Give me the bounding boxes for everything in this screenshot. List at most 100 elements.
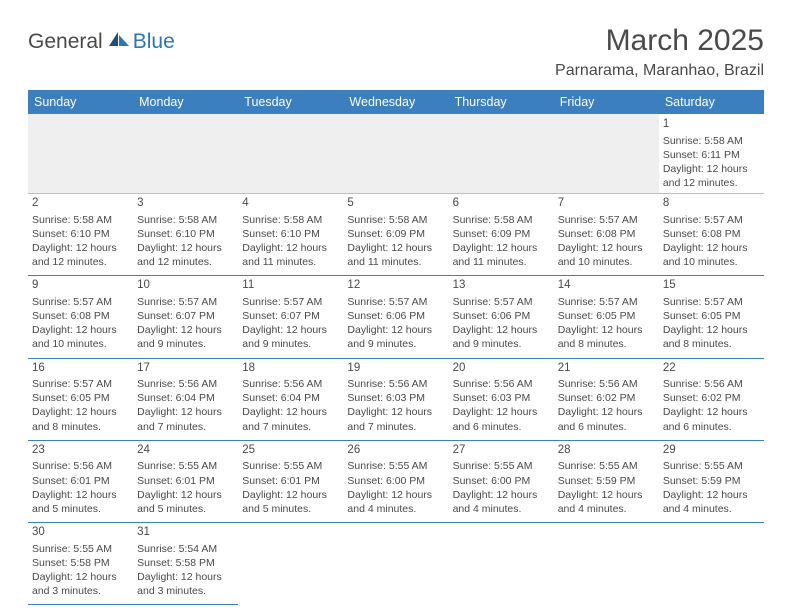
calendar-cell: 4Sunrise: 5:58 AMSunset: 6:10 PMDaylight… xyxy=(238,194,343,276)
sunrise-text: Sunrise: 5:54 AM xyxy=(137,542,234,556)
daylight-text: Daylight: 12 hours and 8 minutes. xyxy=(663,323,760,351)
calendar-cell: 8Sunrise: 5:57 AMSunset: 6:08 PMDaylight… xyxy=(659,194,764,276)
day-number: 31 xyxy=(137,525,234,541)
calendar-cell: 13Sunrise: 5:57 AMSunset: 6:06 PMDayligh… xyxy=(449,276,554,358)
calendar-cell-empty xyxy=(343,523,448,605)
sunrise-text: Sunrise: 5:58 AM xyxy=(137,213,234,227)
calendar-cell: 25Sunrise: 5:55 AMSunset: 6:01 PMDayligh… xyxy=(238,440,343,522)
calendar-cell: 30Sunrise: 5:55 AMSunset: 5:58 PMDayligh… xyxy=(28,523,133,605)
daylight-text: Daylight: 12 hours and 12 minutes. xyxy=(663,162,760,190)
calendar-cell: 16Sunrise: 5:57 AMSunset: 6:05 PMDayligh… xyxy=(28,358,133,440)
sunset-text: Sunset: 6:07 PM xyxy=(137,309,234,323)
sunset-text: Sunset: 6:05 PM xyxy=(558,309,655,323)
sunset-text: Sunset: 6:08 PM xyxy=(558,227,655,241)
daylight-text: Daylight: 12 hours and 11 minutes. xyxy=(347,241,444,269)
day-number: 19 xyxy=(347,361,444,377)
day-number: 8 xyxy=(663,196,760,212)
sunrise-text: Sunrise: 5:55 AM xyxy=(558,459,655,473)
logo-sail-icon xyxy=(107,30,131,48)
calendar-cell-empty xyxy=(238,523,343,605)
day-number: 15 xyxy=(663,278,760,294)
calendar-cell: 5Sunrise: 5:58 AMSunset: 6:09 PMDaylight… xyxy=(343,194,448,276)
day-number: 7 xyxy=(558,196,655,212)
day-number: 26 xyxy=(347,443,444,459)
daylight-text: Daylight: 12 hours and 9 minutes. xyxy=(453,323,550,351)
day-number: 13 xyxy=(453,278,550,294)
calendar-row: 9Sunrise: 5:57 AMSunset: 6:08 PMDaylight… xyxy=(28,276,764,358)
sunset-text: Sunset: 6:02 PM xyxy=(663,391,760,405)
calendar-cell-empty xyxy=(449,114,554,194)
sunrise-text: Sunrise: 5:58 AM xyxy=(32,213,129,227)
calendar-cell: 14Sunrise: 5:57 AMSunset: 6:05 PMDayligh… xyxy=(554,276,659,358)
sunrise-text: Sunrise: 5:56 AM xyxy=(347,377,444,391)
sunset-text: Sunset: 6:01 PM xyxy=(32,474,129,488)
weekday-header: Saturday xyxy=(659,90,764,114)
daylight-text: Daylight: 12 hours and 4 minutes. xyxy=(663,488,760,516)
calendar-cell-empty xyxy=(554,114,659,194)
day-number: 9 xyxy=(32,278,129,294)
sunrise-text: Sunrise: 5:56 AM xyxy=(453,377,550,391)
day-number: 30 xyxy=(32,525,129,541)
sunrise-text: Sunrise: 5:58 AM xyxy=(663,134,760,148)
calendar-cell: 12Sunrise: 5:57 AMSunset: 6:06 PMDayligh… xyxy=(343,276,448,358)
sunrise-text: Sunrise: 5:56 AM xyxy=(32,459,129,473)
calendar-cell: 22Sunrise: 5:56 AMSunset: 6:02 PMDayligh… xyxy=(659,358,764,440)
calendar-cell-empty xyxy=(133,114,238,194)
daylight-text: Daylight: 12 hours and 11 minutes. xyxy=(242,241,339,269)
daylight-text: Daylight: 12 hours and 10 minutes. xyxy=(32,323,129,351)
day-number: 24 xyxy=(137,443,234,459)
sunset-text: Sunset: 6:07 PM xyxy=(242,309,339,323)
daylight-text: Daylight: 12 hours and 11 minutes. xyxy=(453,241,550,269)
sunrise-text: Sunrise: 5:57 AM xyxy=(558,213,655,227)
sunset-text: Sunset: 6:03 PM xyxy=(453,391,550,405)
header: General Blue March 2025 Parnarama, Maran… xyxy=(28,24,764,80)
calendar-cell: 27Sunrise: 5:55 AMSunset: 6:00 PMDayligh… xyxy=(449,440,554,522)
daylight-text: Daylight: 12 hours and 5 minutes. xyxy=(137,488,234,516)
sunset-text: Sunset: 6:09 PM xyxy=(453,227,550,241)
sunset-text: Sunset: 5:58 PM xyxy=(32,556,129,570)
calendar-cell: 26Sunrise: 5:55 AMSunset: 6:00 PMDayligh… xyxy=(343,440,448,522)
calendar-cell: 28Sunrise: 5:55 AMSunset: 5:59 PMDayligh… xyxy=(554,440,659,522)
month-title: March 2025 xyxy=(555,24,764,58)
day-number: 14 xyxy=(558,278,655,294)
sunrise-text: Sunrise: 5:57 AM xyxy=(558,295,655,309)
sunrise-text: Sunrise: 5:55 AM xyxy=(242,459,339,473)
sunrise-text: Sunrise: 5:57 AM xyxy=(663,295,760,309)
day-number: 16 xyxy=(32,361,129,377)
calendar-row: 16Sunrise: 5:57 AMSunset: 6:05 PMDayligh… xyxy=(28,358,764,440)
day-number: 20 xyxy=(453,361,550,377)
day-number: 3 xyxy=(137,196,234,212)
calendar-body: 1Sunrise: 5:58 AMSunset: 6:11 PMDaylight… xyxy=(28,114,764,605)
sunrise-text: Sunrise: 5:57 AM xyxy=(32,295,129,309)
day-number: 21 xyxy=(558,361,655,377)
daylight-text: Daylight: 12 hours and 5 minutes. xyxy=(242,488,339,516)
calendar-cell-empty xyxy=(449,523,554,605)
daylight-text: Daylight: 12 hours and 6 minutes. xyxy=(453,405,550,433)
daylight-text: Daylight: 12 hours and 4 minutes. xyxy=(558,488,655,516)
calendar-cell: 15Sunrise: 5:57 AMSunset: 6:05 PMDayligh… xyxy=(659,276,764,358)
weekday-header: Wednesday xyxy=(343,90,448,114)
day-number: 23 xyxy=(32,443,129,459)
calendar-cell: 2Sunrise: 5:58 AMSunset: 6:10 PMDaylight… xyxy=(28,194,133,276)
day-number: 27 xyxy=(453,443,550,459)
day-number: 22 xyxy=(663,361,760,377)
calendar-cell: 9Sunrise: 5:57 AMSunset: 6:08 PMDaylight… xyxy=(28,276,133,358)
calendar-cell: 17Sunrise: 5:56 AMSunset: 6:04 PMDayligh… xyxy=(133,358,238,440)
weekday-header: Friday xyxy=(554,90,659,114)
calendar-cell: 10Sunrise: 5:57 AMSunset: 6:07 PMDayligh… xyxy=(133,276,238,358)
calendar-row: 23Sunrise: 5:56 AMSunset: 6:01 PM Dayligh… xyxy=(28,440,764,522)
sunrise-text: Sunrise: 5:57 AM xyxy=(137,295,234,309)
daylight-text: Daylight: 12 hours and 8 minutes. xyxy=(558,323,655,351)
sunset-text: Sunset: 6:02 PM xyxy=(558,391,655,405)
calendar-row: 1Sunrise: 5:58 AMSunset: 6:11 PMDaylight… xyxy=(28,114,764,194)
daylight-text: Daylight: 12 hours and 10 minutes. xyxy=(663,241,760,269)
sunset-text: Sunset: 5:59 PM xyxy=(558,474,655,488)
day-number: 2 xyxy=(32,196,129,212)
sunrise-text: Sunrise: 5:55 AM xyxy=(137,459,234,473)
daylight-text: Daylight: 12 hours and 6 minutes. xyxy=(663,405,760,433)
day-number: 10 xyxy=(137,278,234,294)
day-number: 6 xyxy=(453,196,550,212)
calendar-cell-empty xyxy=(28,114,133,194)
sunset-text: Sunset: 6:11 PM xyxy=(663,148,760,162)
day-number: 29 xyxy=(663,443,760,459)
